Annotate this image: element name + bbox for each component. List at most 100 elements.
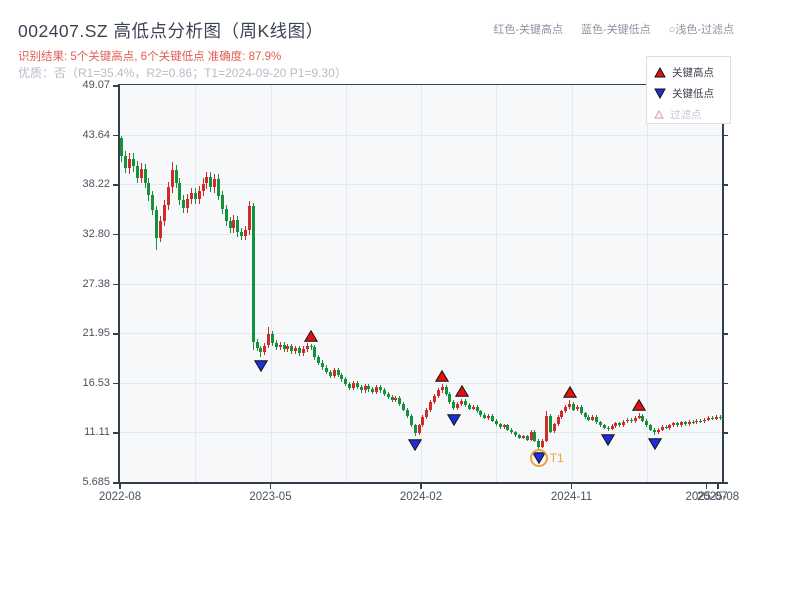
axis-tick (420, 484, 422, 489)
axis-tick (113, 134, 118, 137)
t1-circle (529, 448, 548, 467)
candle-wick (526, 434, 528, 442)
candle-body (629, 419, 633, 422)
candle-wick (418, 423, 420, 435)
candle-body (510, 429, 514, 433)
candle-body (290, 346, 294, 351)
candle-body (641, 416, 645, 421)
axis-tick (717, 484, 719, 489)
axis-tick (723, 184, 728, 186)
axis-tick (723, 283, 728, 285)
candle-wick (499, 422, 501, 429)
candle-body (236, 220, 240, 233)
candle-wick (669, 423, 671, 430)
candle-wick (140, 163, 142, 184)
candle-body (325, 367, 328, 373)
candle-body (278, 344, 282, 348)
key-low-marker (647, 438, 662, 451)
candle-wick (403, 402, 405, 412)
candle-body (517, 435, 521, 438)
candle-wick (441, 384, 443, 393)
candle-body (460, 401, 463, 404)
candle-body (220, 195, 224, 210)
gridline (571, 85, 573, 482)
candle-body (676, 423, 680, 426)
candle-wick (326, 365, 327, 375)
candle-wick (364, 383, 366, 393)
candle-body (529, 431, 533, 440)
candle-wick (646, 418, 648, 427)
candle-body (656, 429, 660, 433)
candle-body (398, 397, 402, 405)
candle-wick (472, 404, 474, 411)
candle-body (487, 416, 490, 418)
candle-body (371, 389, 375, 393)
x-axis-label: 2023-05 (249, 491, 292, 503)
candle-wick (511, 428, 513, 434)
x-axis-label: 2025-08 (696, 491, 740, 503)
candle-body (251, 205, 255, 342)
candle-wick (677, 421, 679, 427)
candle-wick (457, 402, 459, 410)
x-axis-label: 2024-02 (399, 491, 443, 503)
gridline (120, 233, 722, 235)
axis-tick (723, 233, 728, 236)
candle-body (193, 192, 197, 200)
candle-body (270, 333, 274, 343)
axis-tick (723, 432, 728, 434)
candle-wick (557, 415, 559, 426)
inline-legend: 红色-关键高点 蓝色-关键低点 ○浅色-过滤点 (493, 21, 734, 37)
candle-body (548, 416, 552, 432)
candle-wick (298, 345, 300, 356)
candle-wick (673, 421, 675, 427)
candle-wick (468, 403, 470, 411)
candle-body (413, 425, 417, 434)
candle-wick (534, 430, 536, 443)
axis-tick (269, 484, 272, 489)
candle-wick (638, 413, 640, 420)
candle-body (533, 431, 537, 441)
candle-wick (623, 419, 625, 427)
candle-wick (260, 345, 262, 357)
candle-wick (198, 185, 200, 205)
y-axis-label: 11.11 (84, 426, 110, 439)
candle-wick (518, 433, 520, 440)
candle-body (595, 416, 599, 423)
y-axis-label: 38.22 (82, 178, 110, 191)
plot-background (120, 85, 722, 482)
candle-wick (345, 377, 347, 387)
axis-tick (113, 85, 118, 87)
candle-wick (225, 204, 227, 226)
candle-wick (522, 434, 524, 440)
candle-body (321, 362, 325, 368)
candle-wick (295, 345, 297, 354)
candle-wick (627, 417, 628, 424)
candle-body (379, 386, 382, 391)
key-high-marker (632, 399, 646, 411)
legend-item-label: 关键低点 (672, 88, 714, 100)
legend-item-label: 过滤点 (670, 109, 702, 121)
candle-body (448, 394, 452, 403)
candle-wick (341, 372, 343, 382)
candle-wick (542, 439, 544, 449)
candle-wick (449, 392, 451, 405)
candle-wick (584, 411, 586, 419)
candle-body (213, 179, 216, 188)
candle-body (703, 419, 707, 422)
candle-wick (237, 215, 239, 237)
candle-wick (719, 415, 721, 420)
candle-body (490, 416, 494, 421)
candle-wick (256, 339, 258, 352)
candle-wick (630, 418, 632, 424)
candle-wick (318, 354, 320, 366)
candle-wick (684, 420, 686, 426)
legend-item: 关键低点 (654, 83, 730, 104)
candle-wick (248, 200, 250, 236)
candle-wick (642, 414, 644, 423)
candle-wick (387, 392, 389, 399)
candle-wick (302, 346, 304, 356)
axis-tick (113, 184, 118, 186)
candle-body (317, 357, 321, 363)
plot-border (118, 482, 724, 484)
candle-wick (383, 388, 385, 397)
